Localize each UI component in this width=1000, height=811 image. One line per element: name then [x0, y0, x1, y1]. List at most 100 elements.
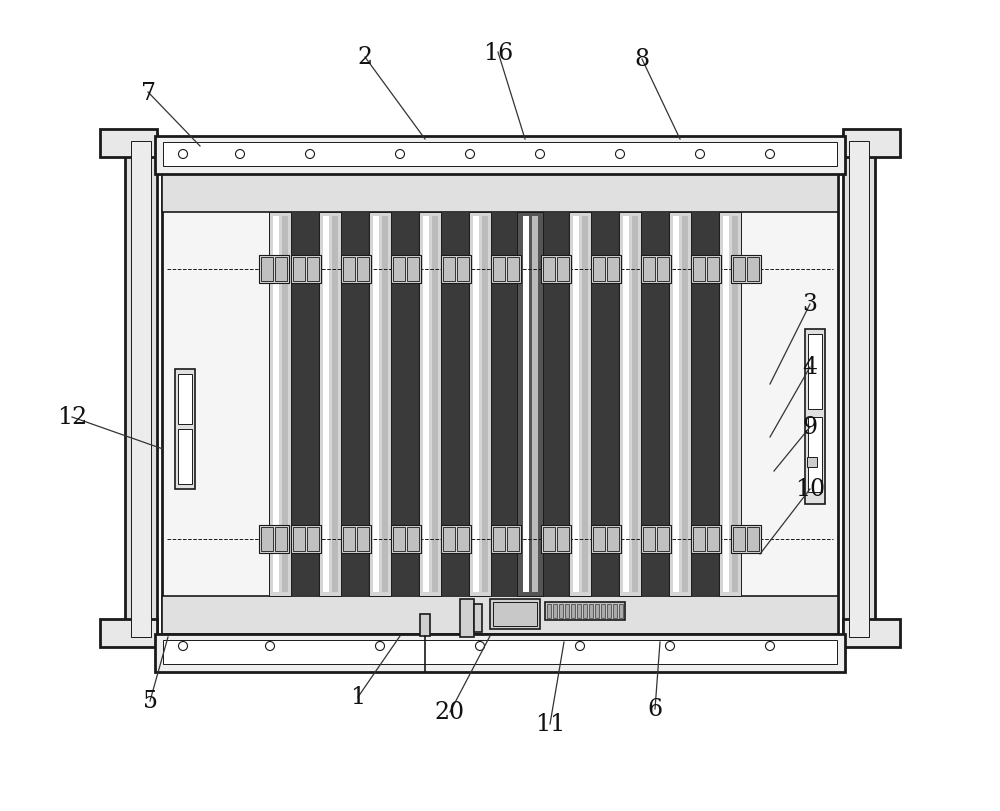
Bar [613, 604, 617, 618]
Bar [595, 604, 599, 618]
Bar [125, 135, 157, 644]
Bar [733, 258, 745, 281]
Bar [261, 527, 273, 551]
Bar [491, 212, 519, 596]
Bar [691, 255, 721, 284]
Bar [808, 418, 822, 492]
Bar [323, 217, 329, 592]
Text: 1: 1 [350, 685, 366, 709]
Bar [557, 527, 569, 551]
Text: 20: 20 [435, 701, 465, 723]
Bar [569, 212, 591, 596]
Bar [343, 258, 355, 281]
Bar [807, 457, 817, 467]
Bar [543, 258, 555, 281]
Bar [541, 255, 571, 284]
Bar [843, 130, 900, 158]
Bar [623, 217, 629, 592]
Bar [391, 526, 421, 553]
Bar [163, 640, 837, 664]
Bar [341, 526, 371, 553]
Bar [259, 526, 289, 553]
Bar [490, 599, 540, 629]
Bar [693, 258, 705, 281]
Bar [523, 217, 529, 592]
Text: 12: 12 [57, 406, 87, 429]
Bar [507, 258, 519, 281]
Bar [507, 527, 519, 551]
Bar [519, 212, 541, 596]
Bar [493, 527, 505, 551]
Circle shape [666, 642, 674, 650]
Bar [341, 255, 371, 284]
Circle shape [179, 642, 188, 650]
Bar [357, 527, 369, 551]
Bar [607, 527, 619, 551]
Circle shape [396, 150, 404, 159]
Bar [155, 634, 845, 672]
Bar [175, 370, 195, 489]
Bar [607, 604, 611, 618]
Bar [719, 212, 741, 596]
Bar [273, 217, 279, 592]
Bar [162, 175, 838, 634]
Bar [731, 526, 761, 553]
Bar [547, 604, 551, 618]
Bar [341, 212, 369, 596]
Bar [591, 526, 621, 553]
Text: 4: 4 [802, 356, 818, 379]
Bar [162, 175, 838, 212]
Circle shape [236, 150, 245, 159]
Bar [517, 212, 543, 596]
Bar [593, 258, 605, 281]
Circle shape [179, 150, 188, 159]
Bar [557, 258, 569, 281]
Bar [441, 255, 471, 284]
Bar [641, 255, 671, 284]
Bar [632, 217, 638, 592]
Bar [259, 255, 289, 284]
Bar [291, 212, 319, 596]
Bar [491, 255, 521, 284]
Circle shape [466, 150, 475, 159]
Bar [131, 142, 151, 637]
Text: 5: 5 [143, 689, 158, 713]
Bar [357, 258, 369, 281]
Bar [707, 258, 719, 281]
Text: 8: 8 [634, 49, 650, 71]
Bar [545, 603, 625, 620]
Bar [591, 255, 621, 284]
Bar [407, 258, 419, 281]
Bar [577, 604, 581, 618]
Bar [460, 599, 474, 637]
Text: 7: 7 [141, 81, 156, 105]
Bar [583, 604, 587, 618]
Bar [443, 258, 455, 281]
Bar [407, 527, 419, 551]
Bar [441, 526, 471, 553]
Circle shape [476, 642, 484, 650]
Bar [369, 212, 391, 596]
Bar [641, 526, 671, 553]
Bar [473, 217, 479, 592]
Bar [282, 217, 288, 592]
Bar [482, 217, 488, 592]
Bar [553, 604, 557, 618]
Bar [493, 603, 537, 626]
Bar [619, 212, 641, 596]
Bar [643, 527, 655, 551]
Bar [559, 604, 563, 618]
Bar [843, 620, 900, 647]
Bar [573, 217, 579, 592]
Bar [571, 604, 575, 618]
Bar [420, 614, 430, 636]
Bar [641, 212, 669, 596]
Bar [343, 527, 355, 551]
Bar [541, 526, 571, 553]
Bar [469, 212, 491, 596]
Bar [457, 258, 469, 281]
Bar [162, 596, 838, 634]
Bar [275, 258, 287, 281]
Bar [643, 258, 655, 281]
Bar [178, 430, 192, 484]
